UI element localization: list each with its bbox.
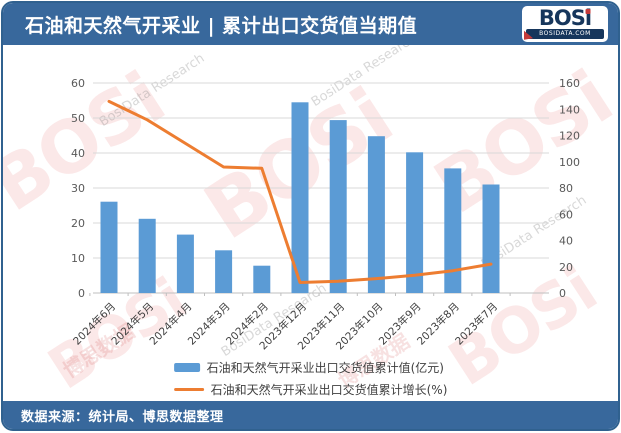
left-axis-tick-label: 20 [71,217,85,230]
bar-2023年9月 [406,152,424,293]
header-bar: 石油和天然气开采业 | 累计出口交货值当期值 BOSi BOSIDATA.COM [3,3,618,45]
left-axis-tick-label: 40 [71,147,85,160]
left-axis-tick-label: 60 [71,77,85,90]
legend: 石油和天然气开采业出口交货值累计值(亿元) 石油和天然气开采业出口交货值累计增长… [173,359,448,398]
footer-bar: 数据来源：统计局、博思数据整理 [3,401,618,429]
logo-domain-text: BOSIDATA.COM [539,30,591,37]
left-axis-tick-label: 0 [78,287,85,300]
logo-wordmark: BOSi [538,6,592,30]
right-axis-tick-label: 40 [559,235,573,248]
growth-line [107,99,493,284]
legend-bar-label: 石油和天然气开采业出口交货值累计值(亿元) [206,361,444,375]
legend-bar-swatch-icon [173,363,200,372]
right-axis-tick-label: 20 [559,261,573,274]
right-axis-tick-label: 60 [559,208,573,221]
legend-line-swatch-icon [173,388,204,391]
bar-2024年5月 [138,218,156,293]
chart-area: BOSi BOSi BOSi BOSi BOSi BosiData Resear… [3,31,618,403]
right-axis-tick-label: 160 [559,77,580,90]
right-axis-tick-label: 80 [559,182,573,195]
right-axis-tick-label: 140 [559,103,580,116]
logo-domain-strip: BOSIDATA.COM [526,29,604,39]
bar-2023年7月 [482,184,500,293]
left-axis-tick-label: 10 [71,252,85,265]
legend-item-line: 石油和天然气开采业出口交货值累计增长(%) [173,381,448,398]
logo-red-flag-icon [524,29,533,40]
right-axis-tick-label: 0 [559,287,566,300]
right-axis-tick-label: 120 [559,130,580,143]
bar-2023年10月 [367,136,385,293]
page-title: 石油和天然气开采业 | 累计出口交货值当期值 [25,14,418,37]
bar-2024年4月 [176,234,194,293]
bar-2024年6月 [100,201,118,293]
logo-letter-i: i [584,6,592,30]
right-axis-tick-label: 100 [559,156,580,169]
left-axis-tick-label: 50 [71,112,85,125]
legend-item-bar: 石油和天然气开采业出口交货值累计值(亿元) [173,359,448,376]
combo-chart: 01020304050600204060801001201401602024年6… [70,77,580,352]
bosidata-logo: BOSi BOSIDATA.COM [522,6,608,42]
bar-2023年8月 [444,168,462,293]
bar-2024年2月 [253,265,271,293]
left-axis-tick-label: 30 [71,182,85,195]
legend-line-label: 石油和天然气开采业出口交货值累计增长(%) [210,383,448,397]
bar-2024年3月 [215,250,233,293]
bar-2023年11月 [329,120,347,293]
data-source-text: 数据来源：统计局、博思数据整理 [21,409,224,425]
bar-2023年12月 [291,102,309,294]
